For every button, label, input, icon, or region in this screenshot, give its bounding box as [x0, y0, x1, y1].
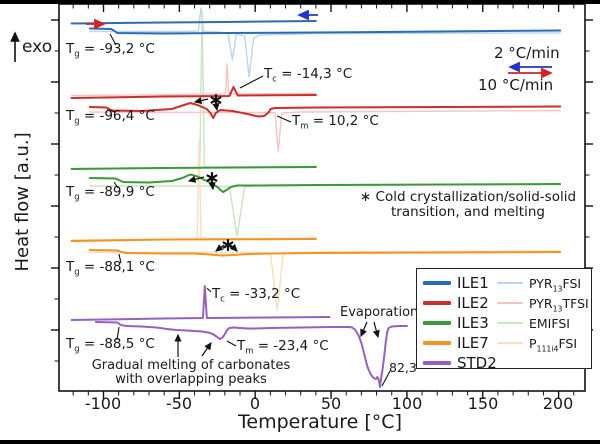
- exo-label: exo: [22, 37, 53, 57]
- asterisk-note-line1: ∗ Cold crystallization/solid-solid: [359, 189, 577, 205]
- curve-PYR13TFSI_heating: [89, 109, 561, 152]
- curve-ILE3_cooling_2Cmin: [70, 166, 317, 170]
- legend-item-std2: STD2: [423, 354, 497, 372]
- legend-swatch-ile2: [423, 300, 451, 306]
- tc-label-std2: Tc = -33,2 °C: [212, 286, 301, 304]
- legend-item-ile7: ILE7: [423, 334, 489, 352]
- legend-swatch-ile7: [423, 340, 451, 346]
- curve-ILE7_heating_10Cmin: [88, 249, 562, 257]
- legend-item-ile3: ILE3: [423, 314, 489, 332]
- asterisk-ile2: ∗: [208, 89, 224, 111]
- x-axis-label: Temperature [°C]: [238, 411, 402, 433]
- legend-swatch-pyr13tfsi: [497, 301, 523, 305]
- legend-item-emifsi: EMIFSI: [497, 315, 570, 331]
- tc-label-ile2: Tc = -14,3 °C: [264, 66, 353, 84]
- asterisk-note: ∗ Cold crystallization/solid-solid trans…: [352, 190, 584, 220]
- x-tick-50: 50: [320, 394, 342, 413]
- asterisk-ile7: ∗: [220, 234, 236, 256]
- y-axis-label: Heat flow [a.u.]: [12, 132, 34, 272]
- scan-rate-slow-label: 2 °C/min: [494, 44, 560, 62]
- annotation-leader-lines: [106, 33, 391, 387]
- tg-label-std2: Tg = -88,5 °C: [66, 336, 155, 354]
- tm-label-std2: Tm = -23,4 °C: [237, 338, 329, 356]
- dsc-curves: [70, 7, 562, 388]
- evaporation-label: Evaporation: [340, 305, 419, 320]
- top-border-bar: [0, 0, 600, 4]
- tm-label-ile2: Tm = 10,2 °C: [292, 113, 379, 131]
- bottom-border-bar: [0, 440, 600, 444]
- legend-item-pyr13tfsi: PYR13TFSI: [497, 295, 589, 312]
- x-tick-150: 150: [467, 394, 499, 413]
- tg-label-ile7: Tg = -88,1 °C: [66, 259, 155, 277]
- legend-item-p111i4fsi: P111i4FSI: [497, 335, 577, 352]
- x-tick--100: -100: [84, 394, 122, 413]
- x-tick-100: 100: [391, 394, 423, 413]
- annotation-arrows: [174, 97, 380, 357]
- curve-ILE1_cooling_2Cmin: [70, 20, 317, 25]
- asterisk-markers: ∗ ∗ ∗: [204, 89, 236, 256]
- x-tick-0: 0: [249, 394, 261, 413]
- legend-swatch-p111i4fsi: [497, 341, 523, 345]
- legend-item-pyr13fsi: PYR13FSI: [497, 275, 581, 292]
- curve-ILE2_heating_10Cmin: [88, 102, 562, 119]
- curve-PYR13FSI: [89, 7, 561, 78]
- curve-ILE2_cooling_2Cmin: [70, 86, 317, 99]
- legend-box: ILE1 ILE2 ILE3 ILE7 STD2 PYR13FSI PYR13T…: [416, 268, 592, 372]
- curve-ILE7_cooling_2Cmin: [70, 238, 317, 242]
- legend-swatch-std2: [423, 360, 451, 366]
- x-tick--50: -50: [165, 394, 193, 413]
- tg-label-ile1: Tg = -93,2 °C: [66, 41, 155, 59]
- curve-PYR13TFSI_cooling: [70, 63, 317, 97]
- legend-swatch-pyr13fsi: [497, 281, 523, 285]
- legend-item-ile2: ILE2: [423, 294, 489, 312]
- asterisk-note-line2: transition, and melting: [391, 203, 545, 220]
- legend-swatch-emifsi: [497, 321, 523, 325]
- gradual-melting-note: Gradual melting of carbonates with overl…: [85, 358, 297, 388]
- gradual-melting-line2: with overlapping peaks: [115, 372, 267, 388]
- scan-rate-fast-label: 10 °C/min: [478, 76, 554, 94]
- curve-P111i4FSI_heating: [89, 250, 561, 311]
- plot-frame: [58, 3, 586, 392]
- legend-swatch-ile3: [423, 320, 451, 326]
- scan-direction-arrows: [86, 9, 553, 79]
- curve-STD2_heating_10Cmin: [94, 321, 408, 388]
- gradual-melting-line1: Gradual melting of carbonates: [91, 358, 291, 373]
- curve-STD2_cooling_2Cmin: [70, 285, 331, 321]
- legend-swatch-ile1: [423, 280, 451, 286]
- tg-label-ile3: Tg = -89,9 °C: [66, 184, 155, 202]
- asterisk-ile3: ∗: [204, 167, 220, 189]
- tg-label-ile2: Tg = -96,4 °C: [66, 108, 155, 126]
- curve-ILE1_heating_10Cmin: [88, 27, 562, 35]
- x-tick-200: 200: [542, 394, 574, 413]
- legend-item-ile1: ILE1: [423, 274, 489, 292]
- evaporation-peak-value: 82,3: [389, 360, 417, 375]
